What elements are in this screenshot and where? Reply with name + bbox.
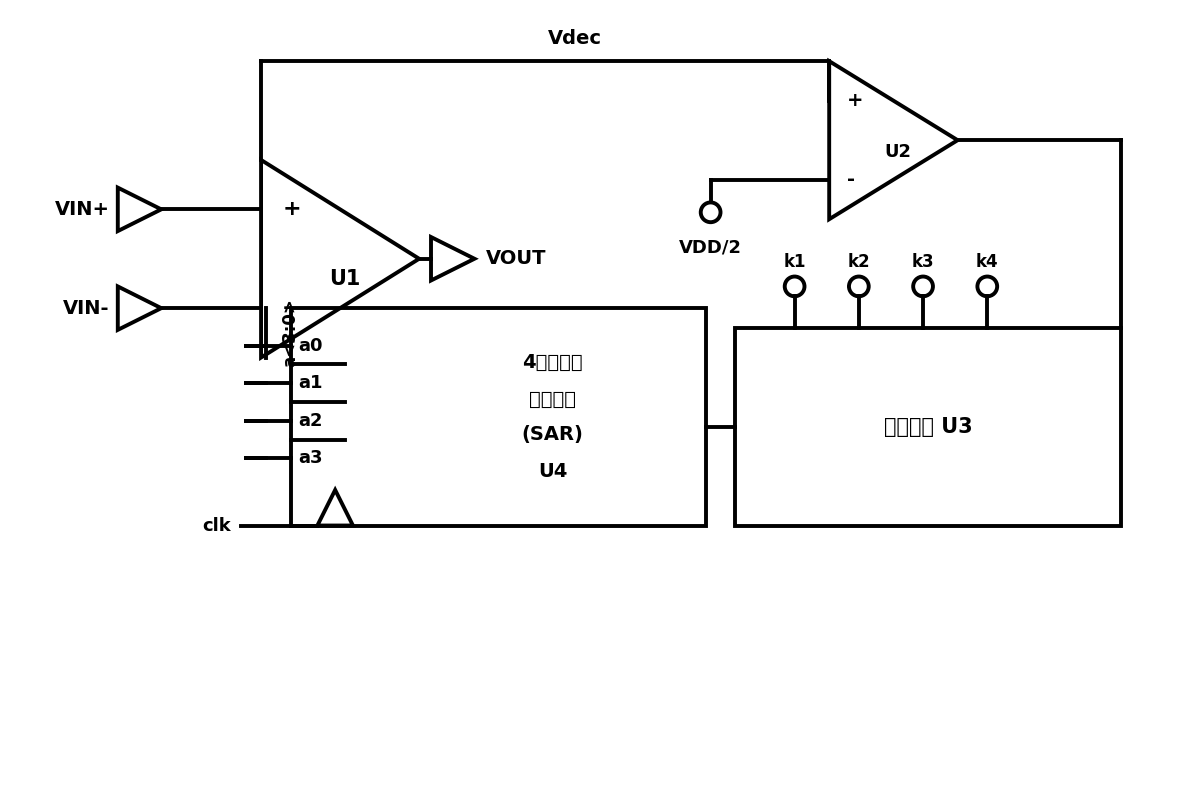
Text: 近寄存器: 近寄存器 xyxy=(529,390,576,408)
Text: U1: U1 xyxy=(330,269,361,289)
Text: k3: k3 xyxy=(912,253,935,270)
Text: VOUT: VOUT xyxy=(486,249,547,268)
Text: +: + xyxy=(847,91,863,111)
Text: k4: k4 xyxy=(975,253,998,270)
Text: -: - xyxy=(283,298,293,318)
Text: a0: a0 xyxy=(298,337,324,355)
Bar xyxy=(290,308,706,525)
Text: 逻辑控制 U3: 逻辑控制 U3 xyxy=(884,416,972,437)
Text: VIN-: VIN- xyxy=(63,299,110,318)
Text: U2: U2 xyxy=(885,143,912,161)
Text: U4: U4 xyxy=(537,462,567,481)
Text: a2: a2 xyxy=(298,412,324,430)
Text: a<3:0>: a<3:0> xyxy=(281,299,298,367)
Text: +: + xyxy=(283,199,301,220)
Text: a3: a3 xyxy=(298,449,324,467)
Text: k2: k2 xyxy=(848,253,870,270)
Text: -: - xyxy=(847,170,855,189)
Text: clk: clk xyxy=(203,516,232,534)
Text: VDD/2: VDD/2 xyxy=(679,239,743,257)
Bar xyxy=(736,328,1121,525)
Text: k1: k1 xyxy=(783,253,806,270)
Text: Vdec: Vdec xyxy=(548,29,602,48)
Text: 4位逐次递: 4位逐次递 xyxy=(522,353,583,372)
Text: VIN+: VIN+ xyxy=(55,200,110,219)
Text: (SAR): (SAR) xyxy=(522,425,584,444)
Text: a1: a1 xyxy=(298,374,324,392)
